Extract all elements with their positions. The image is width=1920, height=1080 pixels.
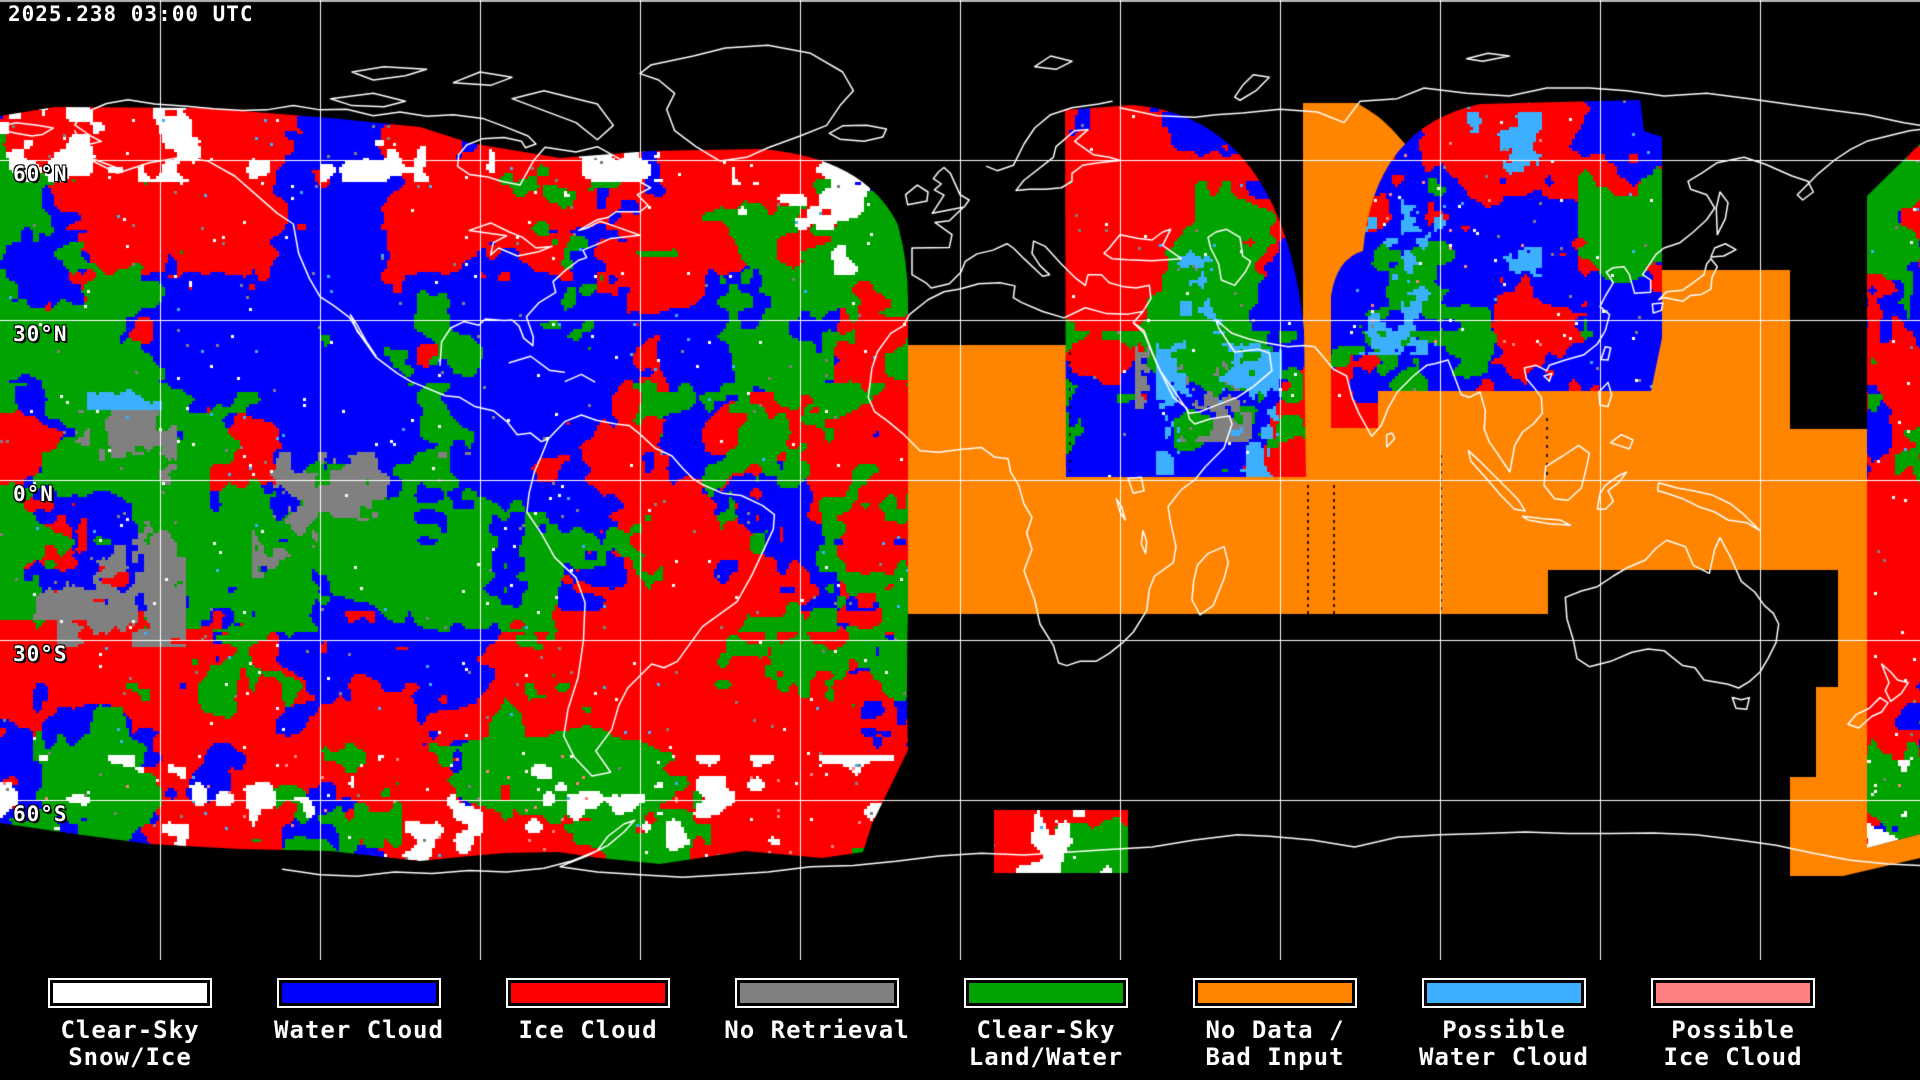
legend-swatch-no-data-bad-input: [1193, 978, 1357, 1008]
latitude-label-30n: 30°N: [13, 322, 68, 346]
legend-swatch-clear-sky-land-water: [964, 978, 1128, 1008]
timestamp-label: 2025.238 03:00 UTC: [8, 2, 254, 26]
latitude-label-0n: 0°N: [13, 482, 54, 506]
legend-swatch-possible-ice-cloud: [1651, 978, 1815, 1008]
latitude-label-30s: 30°S: [13, 642, 68, 666]
latitude-label-60n: 60°N: [13, 162, 68, 186]
legend-swatch-ice-cloud: [506, 978, 670, 1008]
legend-swatch-clear-sky-snow-ice: [48, 978, 212, 1008]
legend-bar: Clear-Sky Snow/Ice Water Cloud Ice Cloud …: [0, 960, 1920, 1080]
legend-swatch-water-cloud: [277, 978, 441, 1008]
latitude-label-60s: 60°S: [13, 802, 68, 826]
legend-swatch-possible-water-cloud: [1422, 978, 1586, 1008]
legend-swatch-no-retrieval: [735, 978, 899, 1008]
